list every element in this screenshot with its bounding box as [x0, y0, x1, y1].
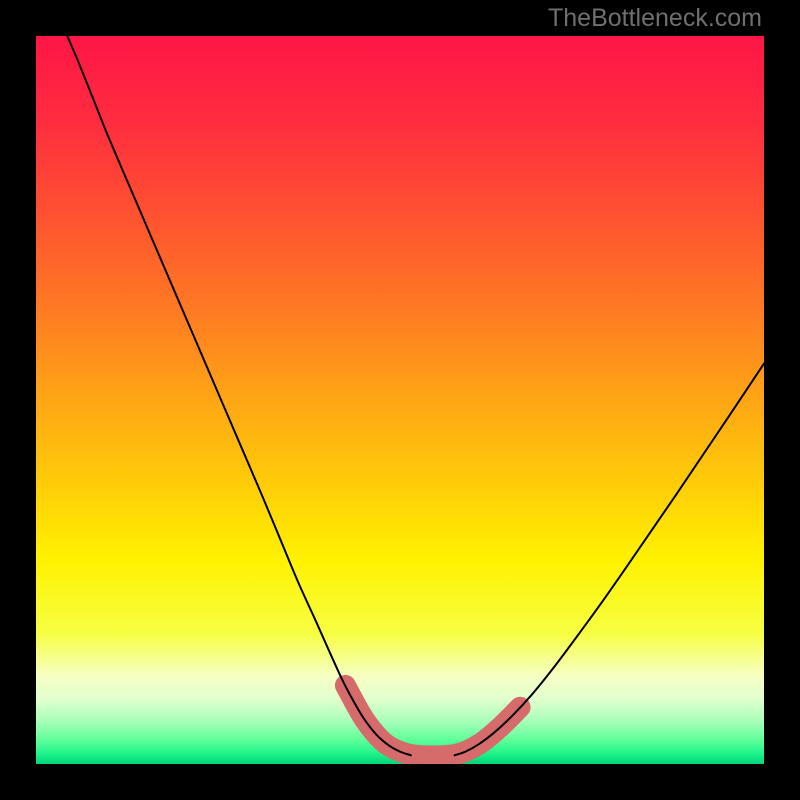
outer-frame: TheBottleneck.com — [0, 0, 800, 800]
gradient-background — [36, 36, 764, 764]
watermark-text: TheBottleneck.com — [548, 4, 762, 33]
plot-area — [36, 36, 764, 764]
chart-svg — [36, 36, 764, 764]
